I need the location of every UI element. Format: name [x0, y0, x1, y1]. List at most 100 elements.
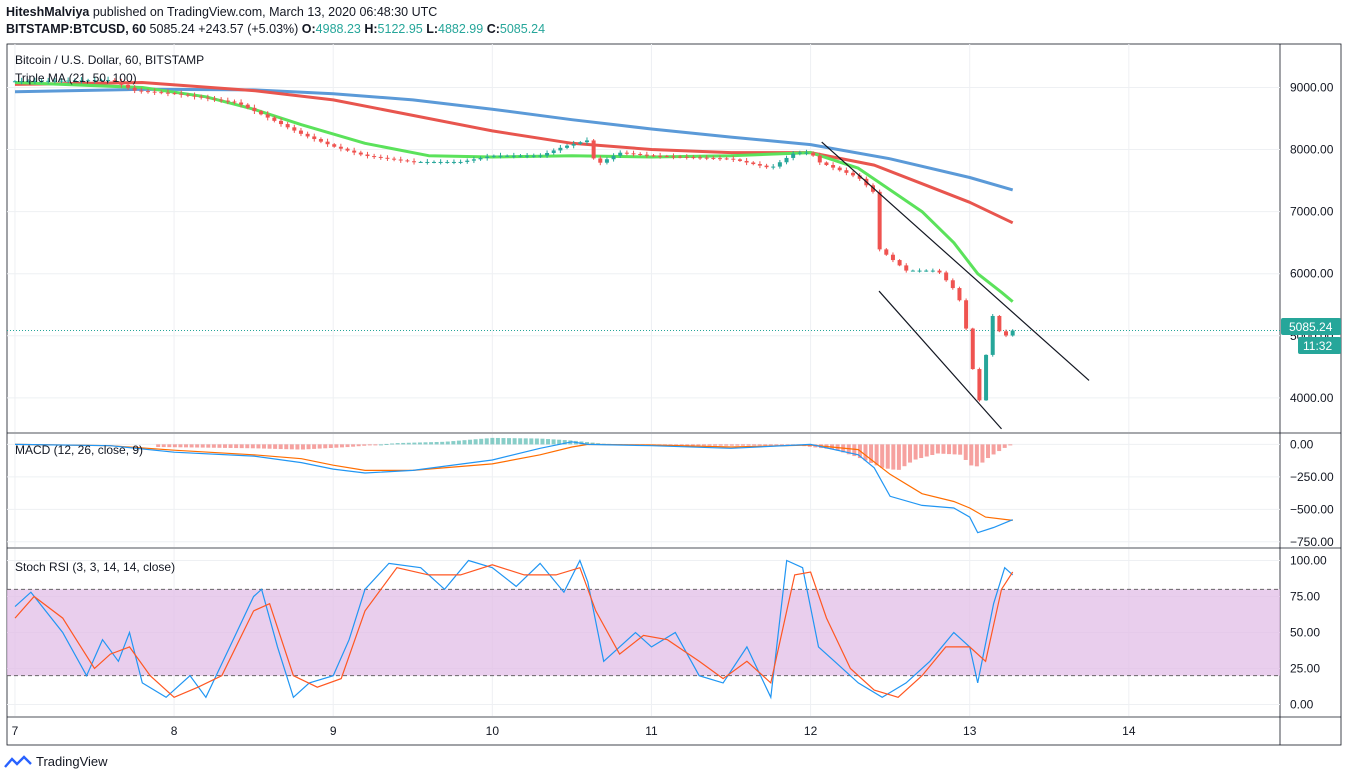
price-badges: 5085.24 11:32: [1281, 318, 1341, 354]
candle-body: [259, 111, 264, 115]
author-name[interactable]: HiteshMalviya: [6, 5, 90, 19]
stoch-rsi-pane[interactable]: [7, 558, 1280, 700]
candle-body: [651, 155, 656, 157]
macd-histogram-bar: [674, 444, 679, 446]
candle-body: [551, 150, 556, 154]
macd-signal-line: [14, 443, 1013, 521]
macd-histogram-bar: [234, 444, 239, 449]
candle-body: [518, 155, 523, 157]
candle-body: [997, 315, 1002, 332]
upper-channel-line: [821, 141, 1090, 381]
macd-histogram-bar: [986, 444, 991, 459]
candle-body: [26, 81, 31, 83]
candle-body: [325, 141, 330, 145]
main-pane-title: Bitcoin / U.S. Dollar, 60, BITSTAMP: [15, 53, 204, 67]
candle-body: [471, 159, 476, 161]
candle-body: [957, 288, 962, 301]
x-tick-label: 12: [804, 724, 818, 738]
macd-histogram-bar: [997, 444, 1002, 452]
x-tick-label: 14: [1122, 724, 1136, 738]
macd-histogram-bar: [351, 444, 356, 447]
candle-body: [578, 142, 583, 144]
macd-histogram-bar: [718, 444, 723, 446]
candle-body: [152, 91, 157, 93]
y-tick-label: 6000.00: [1290, 267, 1334, 281]
macd-histogram-bar: [757, 444, 762, 446]
symbol-label: BITSTAMP:BTCUSD, 60: [6, 22, 147, 36]
candle-body: [438, 161, 443, 163]
candle-body: [937, 270, 942, 273]
macd-histogram-bar: [339, 444, 344, 448]
publish-line: HiteshMalviya published on TradingView.c…: [6, 4, 545, 21]
macd-histogram-bar: [278, 444, 283, 450]
macd-histogram-bar: [947, 444, 952, 455]
macd-histogram-bar: [300, 444, 305, 450]
macd-histogram-bar: [456, 440, 461, 445]
countdown-badge-bg: [1298, 337, 1341, 354]
candle-body: [784, 157, 789, 163]
candle-body: [312, 136, 317, 140]
brand-footer[interactable]: TradingView: [4, 754, 108, 769]
macd-histogram-bar: [774, 444, 779, 446]
candle-body: [584, 140, 589, 143]
macd-histogram-bar: [869, 444, 874, 463]
candle-body: [751, 162, 756, 165]
macd-histogram-bar: [167, 444, 172, 448]
macd-histogram-bar: [317, 444, 322, 449]
candle-body: [917, 270, 922, 272]
candle-body: [824, 162, 829, 166]
candle-body: [658, 155, 663, 157]
candle-body: [398, 159, 403, 161]
y-tick-label: 9000.00: [1290, 80, 1334, 94]
macd-histogram-bar: [512, 438, 517, 445]
candle-body: [618, 152, 623, 156]
candle-body: [252, 107, 257, 112]
macd-histogram-bar: [679, 444, 684, 446]
macd-histogram-bar: [184, 444, 189, 448]
candle-body: [425, 161, 430, 163]
macd-histogram-bar: [373, 444, 378, 446]
candle-body: [292, 127, 297, 131]
candle-body: [857, 175, 862, 179]
candle-body: [19, 81, 24, 83]
macd-histogram-bar: [969, 444, 974, 466]
macd-histogram-bar: [546, 439, 551, 445]
open-value: 4988.23: [315, 22, 361, 36]
candle-body: [930, 270, 935, 272]
macd-histogram-bar: [440, 441, 445, 445]
candle-body: [558, 147, 563, 151]
candle-body: [731, 158, 736, 160]
macd-histogram-bar: [189, 444, 194, 448]
candle-body: [804, 152, 809, 154]
candle-body: [332, 144, 337, 147]
tradingview-logo-icon: [4, 754, 32, 768]
candle-body: [385, 157, 390, 159]
candle-body: [897, 260, 902, 266]
candle-body: [219, 99, 224, 101]
macd-histogram-bar: [312, 444, 317, 449]
ma-line-ma50: [14, 81, 1014, 225]
macd-pane[interactable]: [14, 437, 1013, 534]
stoch-band-fill: [7, 589, 1280, 676]
macd-histogram-bar: [740, 444, 745, 446]
macd-histogram-bar: [562, 440, 567, 445]
candle-body: [757, 164, 762, 166]
y-tick-label: 50.00: [1290, 626, 1320, 640]
macd-histogram-bar: [434, 442, 439, 445]
candle-body: [724, 158, 729, 160]
macd-histogram-bar: [958, 444, 963, 455]
price-pane[interactable]: [7, 76, 1280, 430]
candle-body: [445, 161, 450, 163]
candle-body: [418, 161, 423, 163]
macd-histogram-bar: [724, 444, 729, 446]
macd-histogram-bar: [462, 440, 467, 445]
macd-histogram-bar: [284, 444, 289, 450]
candle-body: [192, 95, 197, 97]
candle-body: [844, 170, 849, 173]
macd-histogram-bar: [490, 437, 495, 445]
stoch-legend: Stoch RSI (3, 3, 14, 14, close): [15, 560, 175, 574]
candle-body: [671, 156, 676, 158]
macd-histogram-bar: [367, 444, 372, 446]
macd-histogram-bar: [685, 444, 690, 446]
